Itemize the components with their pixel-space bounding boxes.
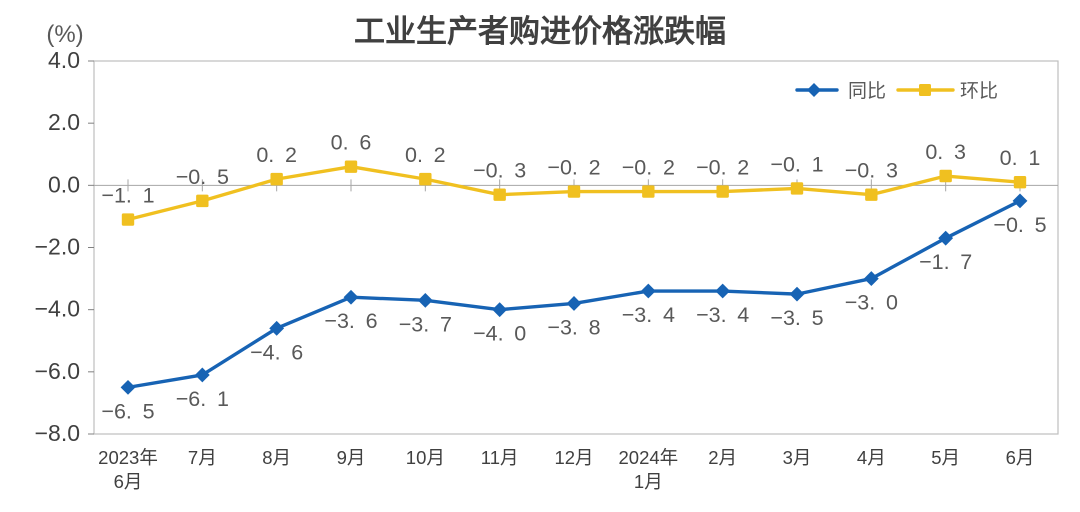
svg-text:同比: 同比	[848, 80, 886, 102]
svg-text:−3. 7: −3. 7	[399, 312, 452, 336]
svg-text:工业生产者购进价格涨跌幅: 工业生产者购进价格涨跌幅	[354, 14, 726, 49]
svg-text:0. 3: 0. 3	[925, 140, 966, 164]
svg-text:1月: 1月	[634, 471, 663, 492]
svg-text:−0. 1: −0. 1	[770, 152, 823, 176]
svg-text:6月: 6月	[1006, 447, 1035, 468]
svg-text:0. 6: 0. 6	[331, 131, 372, 155]
svg-text:−0. 3: −0. 3	[473, 159, 526, 183]
svg-text:−4.0: −4.0	[35, 296, 80, 322]
svg-text:−3. 4: −3. 4	[622, 303, 675, 327]
svg-text:−0. 3: −0. 3	[845, 159, 898, 183]
svg-text:4月: 4月	[857, 447, 886, 468]
svg-text:0.0: 0.0	[48, 171, 80, 197]
svg-text:−2.0: −2.0	[35, 234, 80, 260]
svg-text:−0. 5: −0. 5	[176, 165, 229, 189]
svg-text:(%): (%)	[46, 21, 83, 48]
svg-text:−0. 2: −0. 2	[622, 156, 675, 180]
svg-text:2.0: 2.0	[48, 109, 80, 135]
svg-text:2024年: 2024年	[619, 447, 679, 468]
svg-text:8月: 8月	[262, 447, 291, 468]
svg-text:7月: 7月	[188, 447, 217, 468]
svg-text:2月: 2月	[708, 447, 737, 468]
svg-text:−1. 1: −1. 1	[101, 184, 154, 208]
svg-text:−3. 4: −3. 4	[696, 303, 749, 327]
svg-text:−6. 1: −6. 1	[176, 387, 229, 411]
svg-text:−6.0: −6.0	[35, 358, 80, 384]
svg-text:−3. 0: −3. 0	[845, 291, 898, 315]
svg-text:0. 1: 0. 1	[1000, 146, 1041, 170]
svg-text:−6. 5: −6. 5	[101, 399, 154, 423]
svg-text:−4. 6: −4. 6	[250, 340, 303, 364]
svg-text:2023年: 2023年	[98, 447, 158, 468]
svg-text:−3. 8: −3. 8	[547, 315, 600, 339]
svg-text:5月: 5月	[931, 447, 960, 468]
svg-text:−0. 2: −0. 2	[696, 156, 749, 180]
svg-text:10月: 10月	[406, 447, 445, 468]
svg-text:4.0: 4.0	[48, 47, 80, 73]
svg-text:11月: 11月	[481, 447, 519, 468]
svg-text:0. 2: 0. 2	[405, 143, 446, 167]
svg-text:−1. 7: −1. 7	[919, 250, 972, 274]
svg-text:6月: 6月	[114, 471, 143, 492]
svg-text:12月: 12月	[554, 447, 593, 468]
svg-text:−3. 5: −3. 5	[770, 306, 823, 330]
svg-text:环比: 环比	[960, 80, 998, 102]
svg-text:−8.0: −8.0	[35, 420, 80, 446]
svg-text:0. 2: 0. 2	[256, 143, 297, 167]
svg-text:−4. 0: −4. 0	[473, 322, 526, 346]
svg-text:−3. 6: −3. 6	[324, 309, 377, 333]
svg-text:9月: 9月	[337, 447, 366, 468]
svg-text:−0. 2: −0. 2	[547, 156, 600, 180]
svg-text:3月: 3月	[783, 447, 812, 468]
svg-text:−0. 5: −0. 5	[993, 213, 1046, 237]
